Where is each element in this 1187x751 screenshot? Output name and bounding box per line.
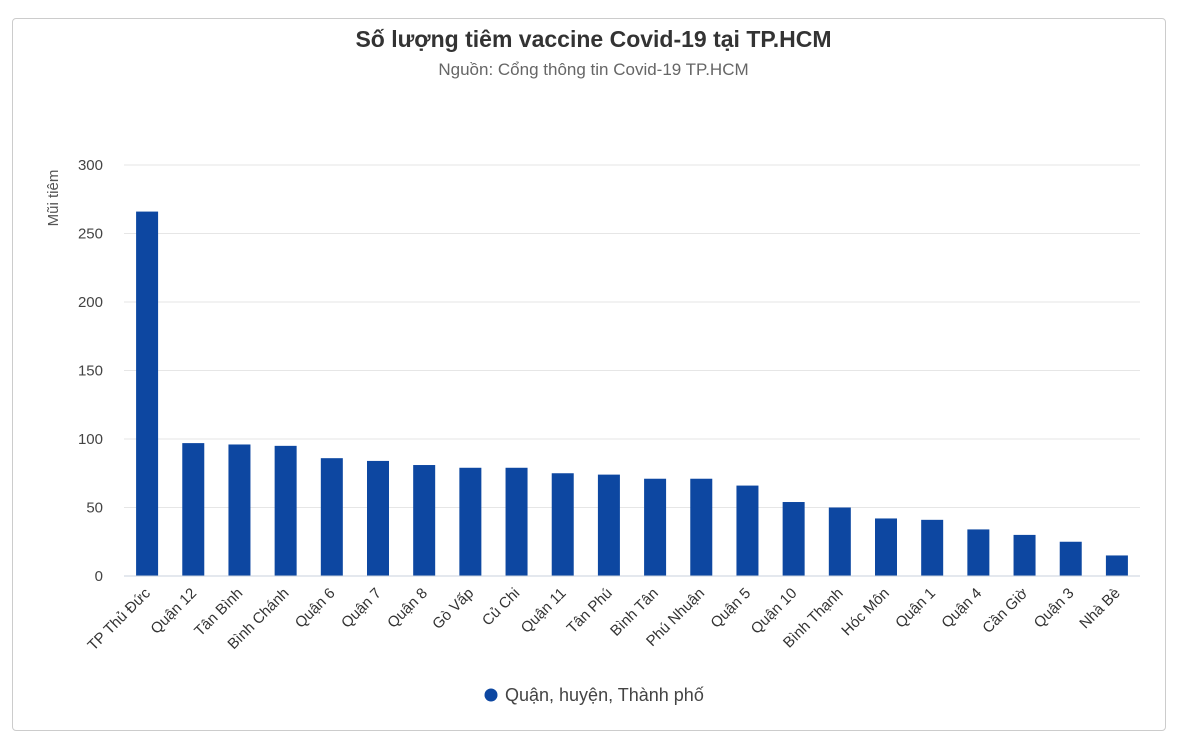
bar[interactable] bbox=[644, 478, 667, 576]
bar[interactable] bbox=[367, 460, 389, 576]
bar[interactable] bbox=[597, 474, 620, 576]
bar[interactable] bbox=[690, 478, 713, 576]
bar[interactable] bbox=[828, 507, 851, 577]
chart-title: Số lượng tiêm vaccine Covid-19 tại TP.HC… bbox=[355, 26, 832, 52]
chart-card bbox=[12, 18, 1166, 731]
legend-marker bbox=[484, 688, 498, 702]
bar[interactable] bbox=[782, 502, 805, 576]
bar[interactable] bbox=[1059, 541, 1082, 576]
bar[interactable] bbox=[551, 473, 574, 576]
bar[interactable] bbox=[736, 485, 759, 576]
x-tick-label: Gò Vấp bbox=[429, 585, 477, 633]
y-tick-label: 0 bbox=[95, 568, 103, 585]
bar[interactable] bbox=[967, 529, 990, 576]
x-tick-label: Củ Chi bbox=[479, 585, 523, 629]
y-tick-label: 100 bbox=[78, 431, 103, 448]
bar[interactable] bbox=[136, 211, 159, 576]
bar[interactable] bbox=[274, 445, 297, 576]
x-tick-label: Quận 11 bbox=[518, 585, 570, 637]
x-tick-label: Quận 8 bbox=[384, 585, 431, 632]
x-tick-label: Nhà Bè bbox=[1076, 585, 1123, 632]
y-axis-ticks: 0 50 100 150 200 250 300 bbox=[78, 157, 103, 585]
x-tick-label: Hóc Môn bbox=[838, 585, 892, 639]
bar[interactable] bbox=[228, 444, 251, 576]
legend[interactable]: Quận, huyện, Thành phố bbox=[484, 685, 704, 705]
x-tick-label: Cần Giờ bbox=[979, 585, 1031, 637]
y-axis-title: Mũi tiêm bbox=[45, 170, 62, 227]
bar[interactable] bbox=[921, 519, 944, 576]
bar[interactable] bbox=[1013, 534, 1036, 576]
bars bbox=[136, 211, 1128, 577]
bar[interactable] bbox=[459, 467, 482, 576]
y-tick-label: 50 bbox=[86, 500, 103, 517]
y-tick-label: 250 bbox=[78, 226, 103, 243]
grid-lines bbox=[124, 164, 1140, 508]
bar[interactable] bbox=[505, 467, 528, 576]
y-tick-label: 200 bbox=[78, 294, 103, 311]
x-tick-label: Quận 1 bbox=[892, 585, 939, 632]
y-tick-label: 300 bbox=[78, 157, 103, 174]
x-tick-label: Quận 6 bbox=[292, 585, 339, 632]
bar[interactable] bbox=[875, 518, 897, 576]
chart-subtitle: Nguồn: Cổng thông tin Covid-19 TP.HCM bbox=[438, 60, 749, 79]
x-tick-label: Quận 7 bbox=[338, 585, 385, 632]
legend-label: Quận, huyện, Thành phố bbox=[505, 685, 704, 705]
bar[interactable] bbox=[413, 465, 436, 576]
bar[interactable] bbox=[182, 443, 205, 576]
x-tick-label: Quận 3 bbox=[1031, 585, 1078, 632]
x-tick-label: TP Thủ Đức bbox=[84, 584, 154, 654]
bar[interactable] bbox=[1105, 555, 1128, 576]
bar[interactable] bbox=[320, 458, 343, 576]
y-tick-label: 150 bbox=[78, 363, 103, 380]
